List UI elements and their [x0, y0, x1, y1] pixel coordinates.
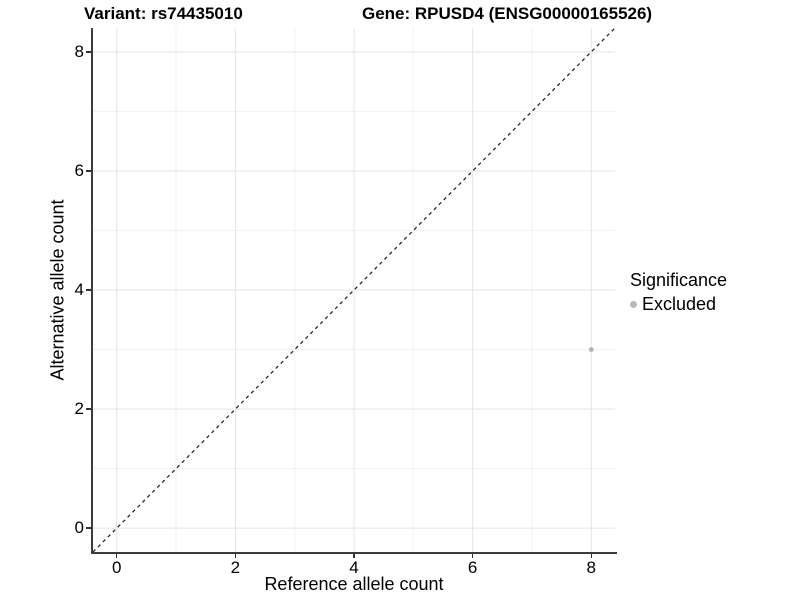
- plot-title-variant: Variant: rs74435010: [84, 4, 243, 23]
- legend-item-excluded: Excluded: [630, 294, 727, 315]
- plot-panel: [91, 28, 617, 554]
- legend-point-icon: [630, 301, 637, 308]
- y-tick-label: 0: [74, 518, 84, 538]
- x-tick-label: 6: [467, 558, 478, 577]
- x-tick-mark: [471, 554, 474, 558]
- legend-title: Significance: [630, 270, 728, 290]
- x-tick-mark: [590, 554, 593, 558]
- x-tick-label: 2: [230, 558, 241, 577]
- data-point: [588, 347, 594, 352]
- x-axis-title: Reference allele count: [264, 574, 444, 594]
- y-tick-label: 4: [74, 280, 84, 299]
- y-tick-mark: [86, 289, 91, 291]
- plot-title-gene: Gene: RPUSD4 (ENSG00000165526): [362, 4, 653, 23]
- x-tick-label: 4: [349, 558, 359, 577]
- plot-canvas: [93, 28, 616, 552]
- y-tick-label: 2: [74, 399, 84, 419]
- y-tick-mark: [86, 408, 91, 410]
- x-tick-label: 0: [111, 558, 122, 577]
- y-tick-mark: [86, 170, 91, 172]
- x-tick-mark: [353, 554, 355, 558]
- y-tick-mark: [86, 51, 91, 53]
- identity-reference-line: [93, 28, 616, 552]
- y-tick-label: 6: [74, 160, 84, 180]
- x-tick-label: 8: [586, 558, 596, 577]
- legend-item-label: Excluded: [642, 294, 717, 314]
- x-tick-mark: [234, 554, 237, 558]
- y-tick-mark: [86, 527, 91, 529]
- x-tick-mark: [115, 554, 118, 558]
- y-tick-label: 8: [74, 41, 84, 61]
- legend: Significance Excluded: [630, 270, 727, 315]
